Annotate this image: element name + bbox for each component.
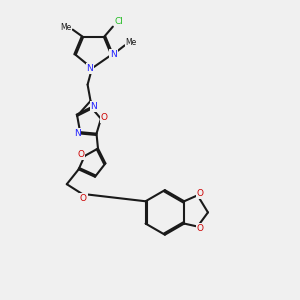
Text: Me: Me — [126, 38, 137, 47]
Text: Cl: Cl — [115, 17, 124, 26]
Text: O: O — [100, 113, 107, 122]
Text: Me: Me — [60, 23, 71, 32]
Text: O: O — [196, 189, 203, 198]
Text: N: N — [74, 129, 81, 138]
Text: O: O — [196, 224, 203, 233]
Text: N: N — [87, 64, 93, 73]
Text: O: O — [77, 150, 85, 159]
Text: N: N — [90, 102, 97, 111]
Text: N: N — [110, 50, 117, 59]
Text: O: O — [80, 194, 87, 203]
